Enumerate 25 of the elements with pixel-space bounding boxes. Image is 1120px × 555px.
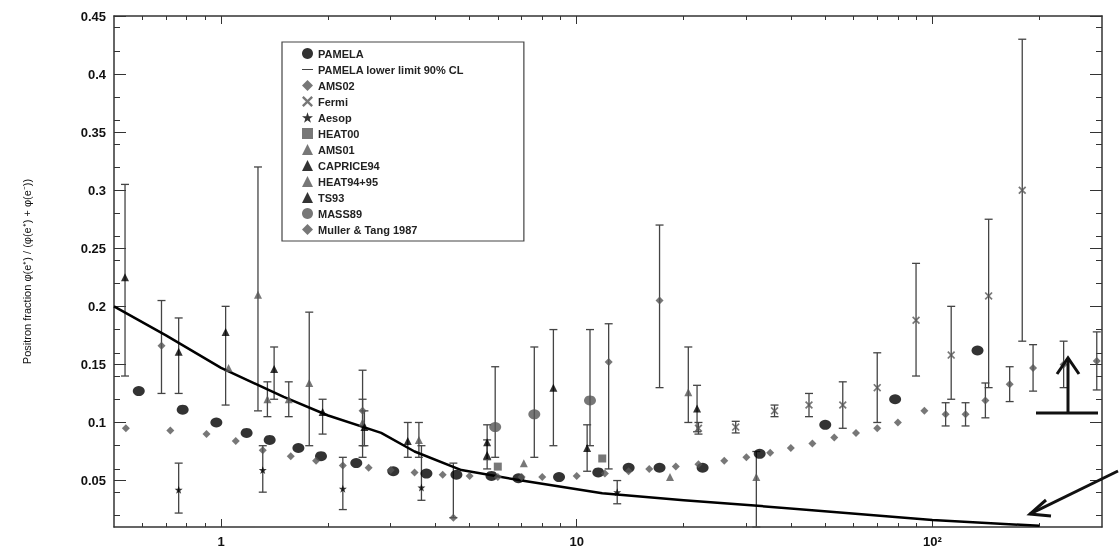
legend-label: HEAT94+95 [318, 175, 379, 188]
y-tick-label: 0.35 [80, 124, 106, 140]
legend-label: AMS01 [318, 143, 355, 156]
y-tick-label: 0.25 [80, 240, 106, 256]
y-axis-title: Positron fraction φ(e⁺) / (φ(e⁺) + φ(e⁻)) [20, 178, 33, 365]
x-tick-label: 10 [569, 534, 584, 549]
legend-label: Aesop [318, 111, 352, 124]
y-tick-label: 0.1 [87, 414, 106, 430]
legend-label: TS93 [318, 191, 345, 204]
legend-label: Fermi [318, 95, 348, 108]
y-tick-label: 0.4 [87, 66, 107, 82]
x-tick-label: 1 [217, 534, 225, 549]
y-tick-label: 0.2 [87, 298, 106, 314]
y-tick-label: 0.45 [80, 8, 106, 24]
legend-label: PAMELA lower limit 90% CL [318, 63, 464, 76]
legend-label: AMS02 [318, 79, 355, 92]
legend-label: CAPRICE94 [318, 159, 381, 172]
legend-label: HEAT00 [318, 127, 360, 140]
legend-label: MASS89 [318, 207, 363, 220]
y-tick-label: 0.15 [80, 356, 106, 372]
legend-label: Muller & Tang 1987 [318, 223, 418, 236]
x-tick-label: 10² [922, 534, 943, 549]
legend-label: PAMELA [318, 47, 364, 60]
y-tick-label: 0.05 [80, 473, 106, 489]
y-tick-label: 0.3 [87, 182, 106, 198]
